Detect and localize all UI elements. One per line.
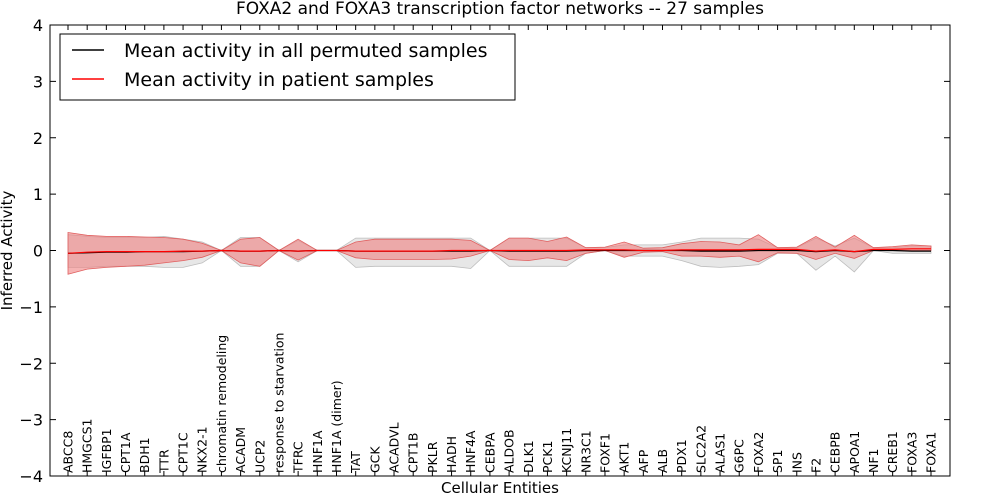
x-tick-label: ALDOB bbox=[502, 429, 517, 473]
x-tick-label: AKT1 bbox=[617, 442, 632, 473]
x-tick-label: IGFBP1 bbox=[99, 428, 114, 473]
x-tick-label: INS bbox=[789, 452, 804, 473]
x-tick-label: BDH1 bbox=[137, 437, 152, 473]
x-tick-label: G6PC bbox=[732, 439, 747, 473]
band-1 bbox=[67, 232, 932, 275]
y-axis-label: Inferred Activity bbox=[0, 190, 16, 310]
y-tick-label: 4 bbox=[33, 16, 43, 35]
y-tick-label: −3 bbox=[19, 411, 43, 430]
y-tick-label: −2 bbox=[19, 354, 43, 373]
x-tick-label: NF1 bbox=[866, 449, 881, 474]
series-lines bbox=[67, 248, 931, 254]
x-tick-label: F2 bbox=[808, 458, 823, 473]
x-tick-label: CPT1C bbox=[176, 432, 191, 473]
chart-title: FOXA2 and FOXA3 transcription factor net… bbox=[236, 0, 764, 19]
x-tick-label: response to starvation bbox=[272, 333, 287, 474]
x-axis-label: Cellular Entities bbox=[441, 479, 559, 497]
x-tick-label: HADH bbox=[444, 436, 459, 473]
x-tick-label: ACADM bbox=[233, 427, 248, 473]
confidence-bands bbox=[67, 232, 932, 275]
x-tick-label: CPT1A bbox=[118, 432, 133, 473]
x-tick-label: HNF1A bbox=[310, 430, 325, 473]
y-tick-label: 1 bbox=[33, 185, 43, 204]
legend-label-patient: Mean activity in patient samples bbox=[124, 69, 434, 91]
x-tick-label: HNF4A bbox=[463, 430, 478, 473]
legend-label-permuted: Mean activity in all permuted samples bbox=[124, 40, 487, 62]
x-tick-label: TFRC bbox=[291, 441, 306, 474]
y-tick-label: −1 bbox=[19, 298, 43, 317]
x-tick-label: AFP bbox=[636, 449, 651, 473]
x-tick-label: APOA1 bbox=[847, 431, 862, 473]
x-tick-label: chromatin remodeling bbox=[214, 335, 229, 473]
y-tick-label: 2 bbox=[33, 129, 43, 148]
x-tick-label: PDX1 bbox=[674, 439, 689, 473]
x-tick-label: CEBPA bbox=[482, 432, 497, 473]
x-tick-label: HMGCS1 bbox=[80, 419, 95, 474]
x-tick-label: DLK1 bbox=[521, 440, 536, 473]
x-tick-label: FOXA3 bbox=[904, 432, 919, 473]
x-tick-label: KCNJ11 bbox=[559, 428, 574, 473]
x-tick-label: CEBPB bbox=[828, 432, 843, 473]
x-tick-label: FOXA2 bbox=[751, 432, 766, 473]
legend: Mean activity in all permuted samples Me… bbox=[59, 33, 516, 101]
y-tick-label: −4 bbox=[19, 467, 43, 486]
x-tick-label: PKLR bbox=[425, 441, 440, 473]
x-tick-label: TAT bbox=[348, 451, 363, 474]
x-tick-label: CREB1 bbox=[885, 431, 900, 473]
x-tick-label: ALB bbox=[655, 449, 670, 473]
x-tick-label: SP1 bbox=[770, 450, 785, 473]
x-tick-label: UCP2 bbox=[252, 440, 267, 473]
x-tick-label: ALAS1 bbox=[713, 433, 728, 473]
legend-frame bbox=[59, 33, 516, 101]
x-tick-label: HNF1A (dimer) bbox=[329, 380, 344, 473]
x-tick-label: PCK1 bbox=[540, 441, 555, 473]
x-tick-label: TTR bbox=[156, 449, 171, 474]
series-line-1 bbox=[67, 248, 931, 254]
x-tick-label: FOXF1 bbox=[598, 433, 613, 473]
y-tick-label: 0 bbox=[33, 242, 43, 261]
x-tick-label: ABCC8 bbox=[61, 431, 76, 473]
x-tick-label: NKX2-1 bbox=[195, 426, 210, 473]
x-tick-label: FOXA1 bbox=[924, 432, 939, 473]
x-axis: ABCC8 HMGCS1 IGFBP1 CPT1A BDH1 TTR CPT1C NKX2-1… bbox=[61, 25, 939, 476]
x-tick-label: GCK bbox=[367, 446, 382, 473]
y-axis: −4 −3 −2 −1 0 1 2 3 4 bbox=[19, 16, 950, 486]
x-tick-label: NR3C1 bbox=[578, 430, 593, 473]
y-tick-label: 3 bbox=[33, 72, 43, 91]
x-tick-label: CPT1B bbox=[406, 433, 421, 473]
x-tick-label: ACADVL bbox=[387, 422, 402, 473]
x-tick-label: SLC2A2 bbox=[693, 425, 708, 473]
